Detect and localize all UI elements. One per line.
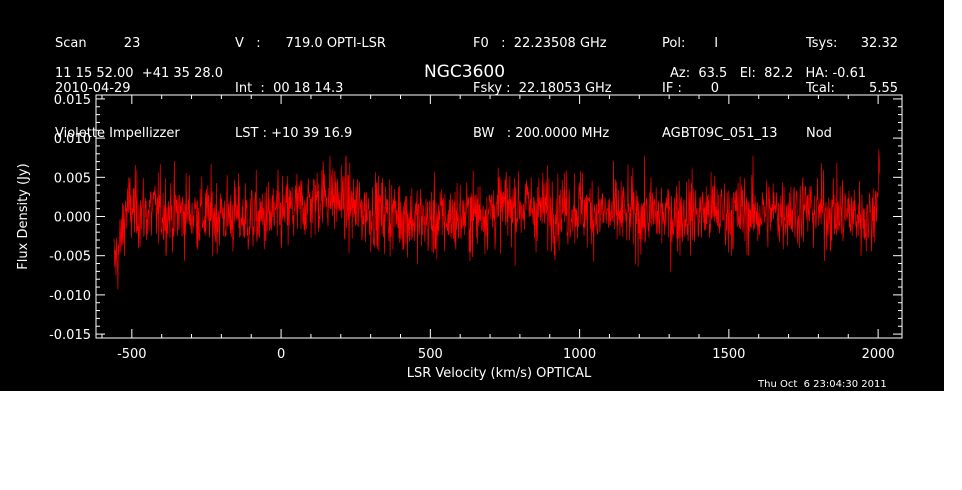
integration-time: Int : 00 18 14.3 bbox=[235, 81, 344, 96]
x-tick-label: 1000 bbox=[563, 347, 596, 362]
header-col1: Scan 23 2010-04-29 Violette Impellizzer bbox=[55, 6, 180, 171]
velocity-info: V : 719.0 OPTI-LSR bbox=[235, 36, 386, 51]
y-tick-label: 0.000 bbox=[54, 211, 91, 226]
y-tick-label: 0.010 bbox=[54, 132, 91, 147]
observation-date: 2010-04-29 bbox=[55, 81, 131, 96]
plot-window: Scan 23 2010-04-29 Violette Impellizzer … bbox=[0, 0, 944, 391]
plot-timestamp: Thu Oct 6 23:04:30 2011 bbox=[758, 379, 887, 390]
project-id: AGBT09C_051_13 bbox=[662, 126, 778, 141]
x-tick-label: 500 bbox=[418, 347, 443, 362]
bandwidth: BW : 200.0000 MHz bbox=[473, 126, 610, 141]
y-tick-label: 0.005 bbox=[54, 171, 91, 186]
tcal-value: 5.55 bbox=[869, 81, 898, 96]
tsys-label: Tsys: bbox=[806, 36, 838, 51]
header-col3: F0 : 22.23508 GHz Fsky : 22.18053 GHz BW… bbox=[473, 6, 612, 171]
x-tick-label: 1500 bbox=[712, 347, 745, 362]
x-axis-label: LSR Velocity (km/s) OPTICAL bbox=[407, 366, 592, 381]
polarization: Pol: I bbox=[662, 36, 719, 51]
x-tick-label: 0 bbox=[277, 347, 285, 362]
spectrum-trace bbox=[113, 149, 880, 290]
header-col4: Pol: I IF : 0 AGBT09C_051_13 bbox=[662, 6, 778, 171]
header-col2: V : 719.0 OPTI-LSR Int : 00 18 14.3 LST … bbox=[235, 6, 386, 171]
az-el-ha: Az: 63.5 El: 82.2 HA: -0.61 bbox=[670, 66, 867, 81]
y-tick-label: 0.015 bbox=[54, 93, 91, 108]
rest-frequency: F0 : 22.23508 GHz bbox=[473, 36, 607, 51]
tcal-label: Tcal: bbox=[806, 81, 835, 96]
header-col5: Tsys: Tcal: Nod bbox=[806, 6, 837, 171]
y-tick-label: -0.015 bbox=[49, 328, 91, 343]
tsys-value: 32.32 bbox=[860, 36, 898, 51]
y-axis-label: Flux Density (Jy) bbox=[16, 163, 31, 269]
sky-frequency: Fsky : 22.18053 GHz bbox=[473, 81, 612, 96]
source-name: NGC3600 bbox=[424, 62, 506, 82]
spectrum-chart: -500 0 500 1000 1500 2000 -0.015 -0.010 -0.005 0.… bbox=[16, 93, 903, 381]
switching-mode: Nod bbox=[806, 126, 832, 141]
y-tick-label: -0.005 bbox=[49, 250, 91, 265]
header-col6: 32.32 5.55 bbox=[846, 6, 898, 156]
x-tick-label: -500 bbox=[117, 347, 147, 362]
lst-info: LST : +10 39 16.9 bbox=[235, 126, 353, 141]
y-tick-label: -0.010 bbox=[49, 289, 91, 304]
scan-number: Scan 23 bbox=[55, 36, 141, 51]
observer-name: Violette Impellizzer bbox=[55, 126, 180, 141]
if-number: IF : 0 bbox=[662, 81, 720, 96]
x-tick-label: 2000 bbox=[862, 347, 895, 362]
source-coordinates: 11 15 52.00 +41 35 28.0 bbox=[55, 66, 224, 81]
